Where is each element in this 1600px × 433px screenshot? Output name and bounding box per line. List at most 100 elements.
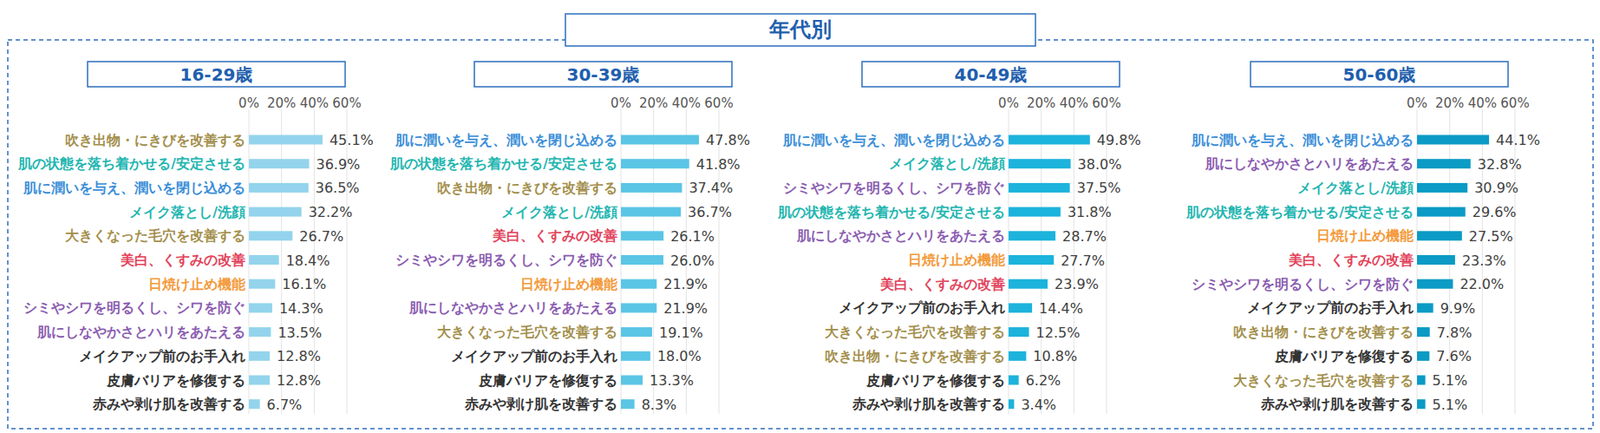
category-label: メイクアップ前のお手入れ [450, 348, 618, 365]
category-label: 皮膚バリアを修復する [865, 372, 1006, 389]
data-label: 3.4% [1020, 396, 1057, 413]
bar [620, 182, 682, 193]
category-label: 肌にしなやかさとハリをあたえる [36, 324, 246, 340]
category-label: 大きくなった毛穴を改善する [65, 227, 246, 244]
bars [248, 135, 323, 410]
bar [1008, 351, 1026, 361]
bar [248, 351, 270, 361]
tick-label: 0% [610, 95, 632, 112]
bar [248, 302, 273, 313]
category-label: 肌の状態を落ち着かせる/安定させる [1185, 203, 1414, 221]
tick-label: 20% [267, 95, 296, 112]
bar [248, 182, 309, 193]
bar [1008, 398, 1014, 409]
bar [1417, 230, 1463, 241]
bars [620, 135, 699, 410]
data-label: 29.6% [1472, 203, 1517, 221]
category-label: 美白、くすみの改善 [879, 275, 1006, 293]
bar [1008, 207, 1061, 217]
bar [1417, 254, 1456, 265]
data-label: 5.1% [1432, 372, 1469, 389]
tick-label: 40% [1059, 95, 1089, 112]
panel-title: 30-39歳 [567, 64, 640, 85]
data-label: 27.5% [1469, 228, 1514, 245]
category-label: 吹き出物・にきびを改善する [1233, 323, 1414, 340]
data-label: 16.1% [281, 275, 327, 293]
bar [1417, 135, 1489, 145]
data-label: 13.5% [277, 324, 322, 341]
data-label: 28.7% [1062, 228, 1107, 245]
data-label: 14.4% [1038, 300, 1084, 317]
category-label: メイク落とし/洗顔 [1297, 180, 1414, 196]
category-label: 吹き出物・にきびを改善する [824, 347, 1006, 365]
category-label: 赤みや剥け肌を改善する [463, 395, 618, 412]
bar [620, 254, 664, 265]
category-label: 肌にしなやかさとハリをあたえる [796, 228, 1006, 244]
category-label: 皮膚バリアを修復する [1273, 348, 1414, 365]
category-label: 肌に潤いを与え、潤いを閉じ込める [782, 132, 1006, 149]
category-label: 大きくなった毛穴を改善する [437, 323, 618, 340]
bar [248, 398, 261, 409]
data-label: 5.1% [1432, 396, 1469, 413]
bar [248, 158, 309, 169]
data-label: 6.2% [1025, 372, 1062, 389]
category-label: 美白、くすみの改善 [491, 227, 618, 244]
bar [1417, 326, 1431, 337]
data-label: 8.3% [641, 396, 678, 413]
tick-label: 0% [998, 95, 1019, 112]
category-label: 肌にしなやかさとハリをあたえる [1204, 156, 1414, 172]
category-label: 赤みや剥け肌を改善する [851, 395, 1006, 412]
bar [620, 351, 651, 361]
chart-root: 年代別16-29歳0%20%40%60%吹き出物・にきびを改善する45.1%肌の… [0, 0, 1600, 433]
tick-label: 60% [1500, 95, 1529, 112]
bar [1008, 279, 1048, 289]
bar [248, 207, 302, 217]
panel: 50-60歳0%20%40%60%肌に潤いを与え、潤いを閉じ込める44.1%肌に… [1185, 61, 1541, 414]
bar [620, 375, 643, 386]
data-label: 18.0% [657, 347, 702, 365]
data-label: 47.8% [705, 131, 751, 149]
data-label: 37.4% [688, 179, 733, 196]
tick-label: 60% [1091, 95, 1121, 112]
bar [1417, 351, 1430, 361]
bars [1008, 135, 1091, 410]
data-label: 32.8% [1477, 156, 1522, 173]
grid-line [718, 109, 720, 414]
category-label: 赤みや剥け肌を改善する [1260, 395, 1414, 412]
panel-title-box [862, 61, 1120, 87]
category-label: シミやシワを明るくし、シワを防ぐ [395, 252, 618, 268]
category-label: 日焼け止め機能 [148, 276, 246, 293]
panel: 16-29歳0%20%40%60%吹き出物・にきびを改善する45.1%肌の状態を… [17, 61, 373, 414]
category-label: シミやシワを明るくし、シワを防ぐ [1191, 276, 1414, 293]
data-label: 18.4% [286, 252, 331, 269]
bar [248, 375, 270, 386]
outer-frame [7, 39, 1594, 429]
panel-title-box [474, 61, 732, 87]
bar [1008, 375, 1019, 386]
data-label: 10.8% [1032, 347, 1078, 365]
bar [248, 230, 293, 241]
data-label: 38.0% [1077, 156, 1123, 173]
category-label: 肌の状態を落ち着かせる/安定させる [777, 203, 1006, 221]
grid-line [1106, 109, 1108, 414]
panel-title: 16-29歳 [180, 64, 254, 85]
category-label: メイクアップ前のお手入れ [838, 300, 1006, 316]
data-label: 22.0% [1459, 275, 1504, 293]
category-label: 日焼け止め機能 [1316, 228, 1414, 244]
bars [1417, 135, 1489, 410]
bar [620, 279, 657, 289]
tick-label: 20% [1026, 95, 1056, 112]
panel: 40-49歳0%20%40%60%肌に潤いを与え、潤いを閉じ込める49.8%メイ… [777, 61, 1141, 414]
data-label: 26.1% [670, 228, 715, 245]
bar [620, 135, 699, 145]
bar [1417, 158, 1471, 169]
category-label: 大きくなった毛穴を改善する [1233, 372, 1414, 389]
grid-line [346, 109, 348, 414]
data-label: 31.8% [1067, 203, 1112, 221]
data-label: 26.0% [670, 252, 715, 269]
bar [1417, 398, 1426, 409]
data-label: 9.9% [1440, 300, 1476, 317]
bar [1008, 230, 1056, 241]
tick-label: 40% [300, 95, 329, 112]
category-label: 大きくなった毛穴を改善する [824, 323, 1006, 340]
